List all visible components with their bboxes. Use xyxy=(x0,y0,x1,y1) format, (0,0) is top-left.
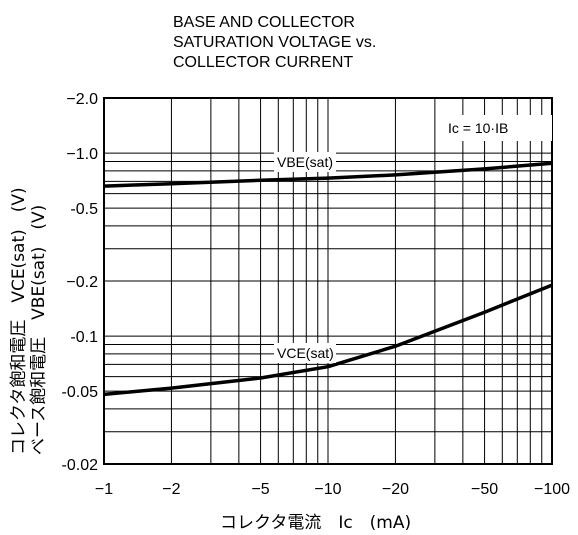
y-tick-label: -0.5 xyxy=(70,201,98,218)
condition-label-background xyxy=(440,115,552,141)
chart-title-line: COLLECTOR CURRENT xyxy=(173,54,353,71)
series-label-vce: VCE(sat) xyxy=(274,343,336,363)
y-tick-label: -0.02 xyxy=(62,457,99,474)
y-tick-label: −1.0 xyxy=(66,146,98,163)
y-tick-label: -0.05 xyxy=(62,384,99,401)
series-label-vbe: VBE(sat) xyxy=(274,152,336,172)
chart-title-line: SATURATION VOLTAGE vs. xyxy=(173,34,376,51)
series-line-vce-sat xyxy=(103,283,553,397)
y-tick-label: −0.2 xyxy=(66,274,98,291)
condition-label: Ic = 10·IB xyxy=(448,120,508,136)
x-tick-label: −5 xyxy=(251,481,269,498)
series-lines xyxy=(103,161,553,397)
x-tick-label: −50 xyxy=(471,481,498,498)
series-label-vbe-text: VBE(sat) xyxy=(277,154,333,170)
y-axis-label-vbe: ベース飽和電圧 VBE(sat) (V) xyxy=(29,205,49,455)
x-tick-label: −10 xyxy=(314,481,341,498)
y-axis-label-vce: コレクタ飽和電圧 VCE(sat) (V) xyxy=(9,187,29,455)
x-tick-label: −20 xyxy=(382,481,409,498)
series-line-vbe-sat xyxy=(103,161,553,188)
y-tick-label: −2.0 xyxy=(66,91,98,108)
x-tick-label: −2 xyxy=(162,481,180,498)
x-tick-label: −1 xyxy=(95,481,113,498)
x-tick-label: −100 xyxy=(534,481,570,498)
series-label-vce-text: VCE(sat) xyxy=(277,345,334,361)
y-tick-label: -0.1 xyxy=(70,329,98,346)
chart-title-line: BASE AND COLLECTOR xyxy=(173,14,355,31)
plot-frame xyxy=(103,97,553,465)
x-axis-label: コレクタ電流 Ic (mA) xyxy=(220,513,411,533)
tick-labels: −1 −2 −5 −10 −20 −50 −100 −2.0 −1.0 -0.5 −0.2 -0.1 -… xyxy=(62,91,571,498)
chart-title: BASE AND COLLECTOR SATURATION VOLTAGE vs… xyxy=(173,14,376,71)
